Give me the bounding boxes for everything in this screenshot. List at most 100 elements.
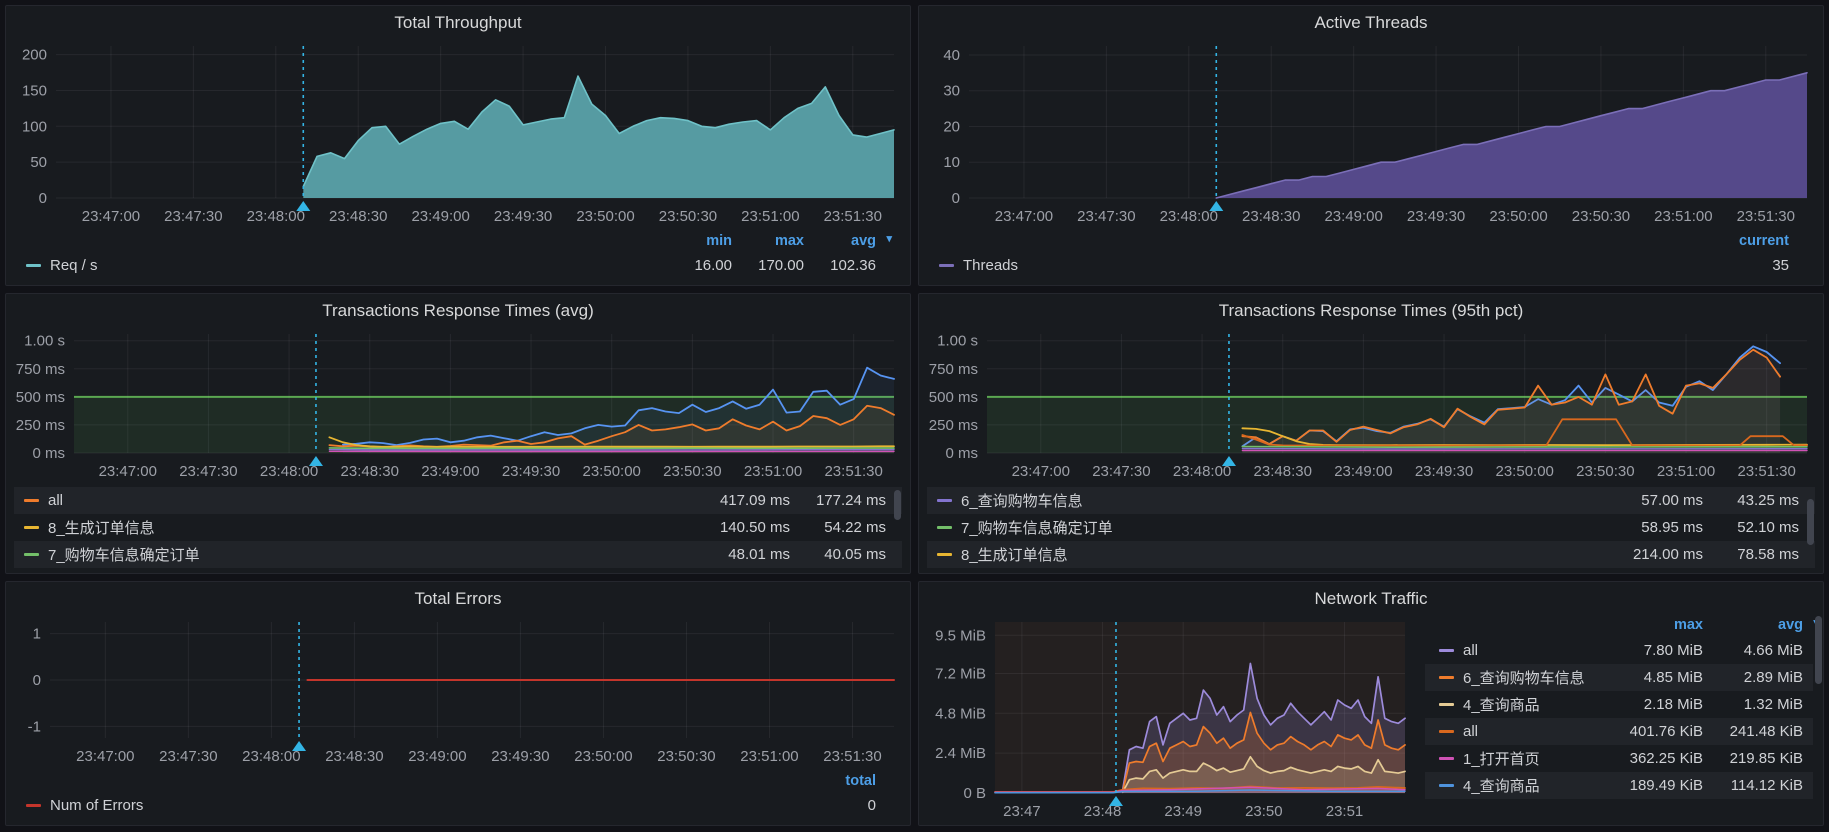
panel-title[interactable]: Active Threads	[919, 10, 1823, 36]
legend-stat-header-total[interactable]: total	[804, 773, 876, 789]
legend-item-label[interactable]: 7_购物车信息确定订单	[48, 544, 200, 565]
legend-stat-header-min[interactable]: min	[660, 233, 732, 249]
legend-scrollbar[interactable]	[894, 490, 901, 520]
legend-item-label[interactable]: 4_查询商品	[1463, 694, 1540, 715]
legend-item[interactable]: Req / s16.00170.00102.36	[24, 251, 876, 279]
sort-caret-icon: ▾	[886, 232, 892, 245]
legend-item[interactable]: 4_查询商品189.49 KiB114.12 KiB	[1425, 772, 1813, 799]
chart-total-throughput[interactable]: 05010015020023:47:0023:47:3023:48:0023:4…	[10, 36, 906, 230]
legend-item[interactable]: 6_查询购物车信息4.85 MiB2.89 MiB	[1425, 664, 1813, 691]
panel-body: 0 ms250 ms500 ms750 ms1.00 s23:47:0023:4…	[919, 324, 1823, 573]
y-tick-label: 200	[22, 47, 47, 64]
legend-item-label[interactable]: 7_购物车信息确定订单	[961, 517, 1113, 538]
chart-response-times-avg[interactable]: 0 ms250 ms500 ms750 ms1.00 s23:47:0023:4…	[10, 324, 906, 485]
legend-scrollbar[interactable]	[1807, 499, 1814, 545]
legend-scrollbar[interactable]	[1815, 616, 1822, 684]
legend-item[interactable]: Threads35	[937, 251, 1789, 279]
legend-stat-header-max[interactable]: max	[732, 233, 804, 249]
legend-stat-header-current[interactable]: current	[1717, 233, 1789, 249]
legend-item-label[interactable]: all	[48, 492, 63, 509]
legend-stat-value: 177.24 ms	[790, 492, 886, 509]
grafana-dashboard: Total Throughput 05010015020023:47:0023:…	[0, 0, 1829, 832]
y-tick-label: 50	[30, 154, 47, 171]
series-color-dash-icon	[939, 264, 954, 267]
series-color-dash-icon	[937, 526, 952, 529]
x-tick-label: 23:51:30	[824, 208, 882, 225]
legend-item[interactable]: all7.80 MiB4.66 MiB	[1425, 637, 1813, 664]
x-tick-label: 23:50:30	[663, 463, 721, 480]
legend-stat-value: 170.00	[732, 257, 804, 274]
legend-item[interactable]: 4_查询商品2.18 MiB1.32 MiB	[1425, 691, 1813, 718]
x-tick-label: 23:47:00	[82, 208, 140, 225]
legend-stat-value: 78.58 ms	[1703, 546, 1799, 563]
panel-total-throughput: Total Throughput 05010015020023:47:0023:…	[5, 5, 911, 286]
series-color-dash-icon	[1439, 757, 1454, 760]
x-tick-label: 23:51:00	[744, 463, 802, 480]
legend-item-label[interactable]: 8_生成订单信息	[48, 517, 155, 538]
panel-title[interactable]: Network Traffic	[919, 586, 1823, 612]
legend-item[interactable]: all401.76 KiB241.48 KiB	[1425, 718, 1813, 745]
y-tick-label: 750 ms	[16, 361, 65, 378]
series-line-7_购物车信息确定订单[interactable]	[329, 448, 894, 449]
series-color-dash-icon	[937, 499, 952, 502]
panel-title[interactable]: Transactions Response Times (avg)	[6, 298, 910, 324]
chart-network-traffic[interactable]: 0 B2.4 MiB4.8 MiB7.2 MiB9.5 MiB23:4723:4…	[923, 612, 1417, 825]
series-line-purple-series[interactable]	[1242, 449, 1807, 450]
legend-stat-header-avg[interactable]: avg▾	[804, 233, 876, 249]
legend-item[interactable]: 8_生成订单信息140.50 ms54.22 ms	[14, 514, 902, 541]
legend-stat-value: 57.00 ms	[1607, 492, 1703, 509]
chart-response-times-95th[interactable]: 0 ms250 ms500 ms750 ms1.00 s23:47:0023:4…	[923, 324, 1819, 485]
legend-item-label[interactable]: all	[1463, 642, 1478, 659]
legend-item-label[interactable]: 8_生成订单信息	[961, 544, 1068, 565]
legend-stat-value: 40.05 ms	[790, 546, 886, 563]
x-tick-label: 23:47:00	[99, 463, 157, 480]
legend-item-label[interactable]: 4_查询商品	[1463, 775, 1540, 796]
x-tick-label: 23:51:00	[741, 208, 799, 225]
legend-total-throughput: minmaxavg▾ Req / s16.00170.00102.36	[6, 230, 910, 285]
legend-item-label[interactable]: Num of Errors	[50, 797, 143, 814]
legend-item-label[interactable]: 1_打开首页	[1463, 748, 1540, 769]
legend-stat-value: 102.36	[804, 257, 876, 274]
legend-item-label[interactable]: all	[1463, 723, 1478, 740]
panel-title[interactable]: Transactions Response Times (95th pct)	[919, 298, 1823, 324]
panel-active-threads: Active Threads 01020304023:47:0023:47:30…	[918, 5, 1824, 286]
x-tick-label: 23:51:30	[824, 463, 882, 480]
legend-item[interactable]: 6_查询购物车信息57.00 ms43.25 ms	[927, 487, 1815, 514]
legend-item-label[interactable]: 6_查询购物车信息	[1463, 667, 1585, 688]
series-line-7_购物车信息确定订单[interactable]	[1242, 447, 1807, 448]
legend-item[interactable]: 1_打开首页362.25 KiB219.85 KiB	[1425, 745, 1813, 772]
annotation-marker-icon[interactable]	[1222, 456, 1236, 466]
panel-body: 01020304023:47:0023:47:3023:48:0023:48:3…	[919, 36, 1823, 285]
y-tick-label: 0 B	[963, 785, 986, 802]
legend-stat-value: 2.89 MiB	[1703, 669, 1803, 686]
legend-item[interactable]: all417.09 ms177.24 ms	[14, 487, 902, 514]
panel-title[interactable]: Total Errors	[6, 586, 910, 612]
chart-total-errors[interactable]: 10-123:47:0023:47:3023:48:0023:48:3023:4…	[10, 612, 906, 770]
x-tick-label: 23:51	[1326, 803, 1364, 820]
legend-item-label[interactable]: Threads	[963, 257, 1018, 274]
panel-body: 05010015020023:47:0023:47:3023:48:0023:4…	[6, 36, 910, 285]
legend-stat-header-max[interactable]: max	[1603, 617, 1703, 633]
chart-svg: 0 B2.4 MiB4.8 MiB7.2 MiB9.5 MiB23:4723:4…	[923, 612, 1417, 825]
legend-item[interactable]: 7_购物车信息确定订单48.01 ms40.05 ms	[14, 541, 902, 568]
annotation-marker-icon[interactable]	[296, 201, 310, 211]
annotation-marker-icon[interactable]	[1109, 796, 1123, 806]
legend-item-label[interactable]: Req / s	[50, 257, 98, 274]
legend-item[interactable]: 7_购物车信息确定订单58.95 ms52.10 ms	[927, 514, 1815, 541]
chart-svg: 10-123:47:0023:47:3023:48:0023:48:3023:4…	[10, 612, 906, 770]
legend-stat-header-avg[interactable]: avg▾	[1703, 617, 1803, 633]
legend-item-label[interactable]: 6_查询购物车信息	[961, 490, 1083, 511]
legend-item[interactable]: 8_生成订单信息214.00 ms78.58 ms	[927, 541, 1815, 568]
x-tick-label: 23:50:30	[1576, 463, 1634, 480]
annotation-marker-icon[interactable]	[292, 741, 306, 751]
panel-title[interactable]: Total Throughput	[6, 10, 910, 36]
chart-active-threads[interactable]: 01020304023:47:0023:47:3023:48:0023:48:3…	[923, 36, 1819, 230]
annotation-marker-icon[interactable]	[1209, 201, 1223, 211]
panel-network-traffic: Network Traffic 0 B2.4 MiB4.8 MiB7.2 MiB…	[918, 581, 1824, 826]
y-tick-label: 10	[943, 154, 960, 171]
x-tick-label: 23:49:00	[411, 208, 469, 225]
annotation-marker-icon[interactable]	[309, 456, 323, 466]
series-color-dash-icon	[1439, 730, 1454, 733]
y-tick-label: 0	[39, 190, 47, 207]
legend-item[interactable]: Num of Errors0	[24, 791, 876, 819]
